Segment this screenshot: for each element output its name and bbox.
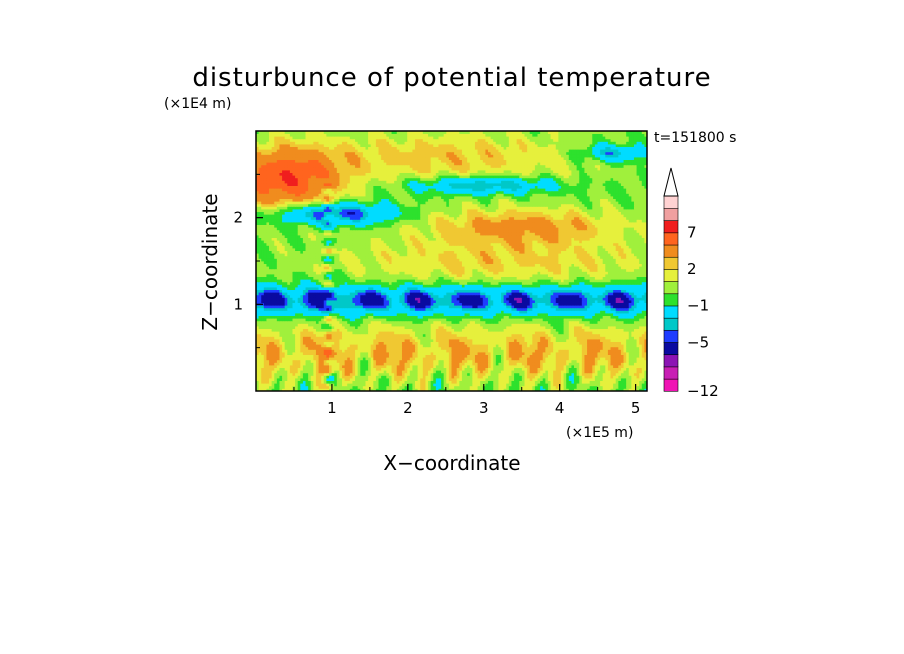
y-axis: 12 (233, 173, 263, 349)
colorbar-bin (663, 244, 679, 258)
colorbar-bin (663, 207, 679, 221)
contour-field (256, 131, 647, 391)
colorbar-bin (663, 256, 679, 270)
x-unit-label: (×1E5 m) (566, 425, 633, 441)
colorbar-bin (663, 317, 679, 331)
colorbar-tick-label: −1 (687, 297, 709, 315)
x-axis-label: X−coordinate (383, 451, 520, 475)
y-tick-label: 1 (233, 295, 243, 313)
colorbar-bin (663, 366, 679, 380)
colorbar-bin (663, 195, 679, 209)
colorbar-extend-arrow (663, 167, 679, 197)
x-tick-label: 5 (631, 399, 641, 417)
colorbar-bin (663, 232, 679, 246)
colorbar-tick-label: −12 (687, 382, 719, 400)
colorbar-tick-label: 7 (687, 224, 697, 242)
x-axis: 1 2 3 4 5 (293, 384, 641, 417)
colorbar-bin (663, 354, 679, 368)
x-tick-label: 3 (479, 399, 489, 417)
x-tick-label: 4 (555, 399, 565, 417)
colorbar-bin (663, 329, 679, 343)
colorbar-bin (663, 293, 679, 307)
colorbar-bin (663, 341, 679, 356)
y-unit-label: (×1E4 m) (164, 96, 231, 112)
x-tick-label: 2 (403, 399, 413, 417)
y-tick-label: 2 (233, 209, 243, 227)
colorbar-tick-label: −5 (687, 333, 709, 351)
colorbar-bin (663, 305, 679, 319)
time-label: t=151800 s (654, 130, 736, 146)
colorbar-bin (663, 378, 679, 392)
colorbar-tick-label: 2 (687, 260, 697, 278)
chart-title: disturbunce of potential temperature (192, 63, 711, 93)
colorbar: −12−5−127 (663, 167, 719, 400)
colorbar-bin (663, 268, 679, 282)
colorbar-bin (663, 281, 679, 295)
y-axis-label: Z−coordinate (198, 193, 222, 330)
x-tick-label: 1 (327, 399, 337, 417)
colorbar-bin (663, 220, 679, 234)
